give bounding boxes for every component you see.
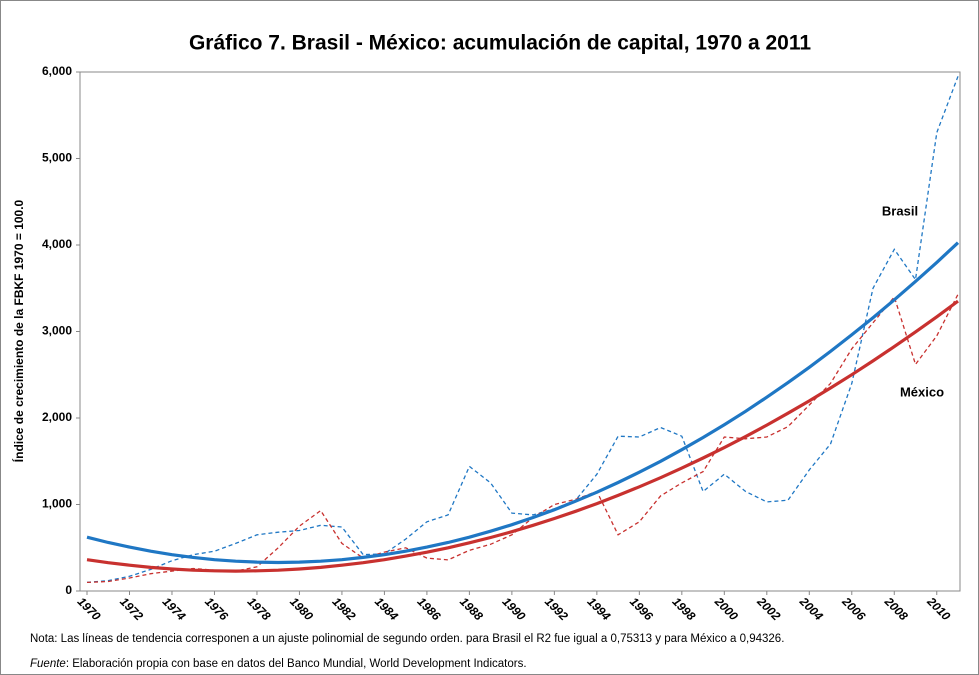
trend-line bbox=[86, 299, 959, 573]
series-label: Brasil bbox=[882, 203, 918, 218]
data-line bbox=[86, 76, 959, 584]
source-label: Fuente bbox=[30, 658, 66, 670]
trend-line bbox=[86, 241, 960, 565]
source: Fuente: Elaboración propia con base en d… bbox=[30, 658, 527, 670]
y-tick-label: 2,000 bbox=[42, 410, 72, 424]
y-tick-label: 3,000 bbox=[42, 324, 72, 338]
chart-title: Gráfico 7. Brasil - México: acumulación … bbox=[189, 32, 811, 55]
y-axis-label: Índice de crecimiento de la FBKF 1970 = … bbox=[11, 199, 26, 462]
series-label: México bbox=[900, 384, 944, 399]
y-tick-label: 6,000 bbox=[42, 64, 72, 78]
source-text: : Elaboración propia con base en datos d… bbox=[66, 658, 527, 670]
data-line bbox=[86, 294, 959, 584]
y-tick-label: 4,000 bbox=[42, 237, 72, 251]
y-tick-label: 1,000 bbox=[42, 497, 72, 511]
note: Nota: Las líneas de tendencia correspone… bbox=[30, 633, 784, 645]
y-tick-label: 0 bbox=[65, 583, 72, 597]
y-tick-label: 5,000 bbox=[42, 151, 72, 165]
